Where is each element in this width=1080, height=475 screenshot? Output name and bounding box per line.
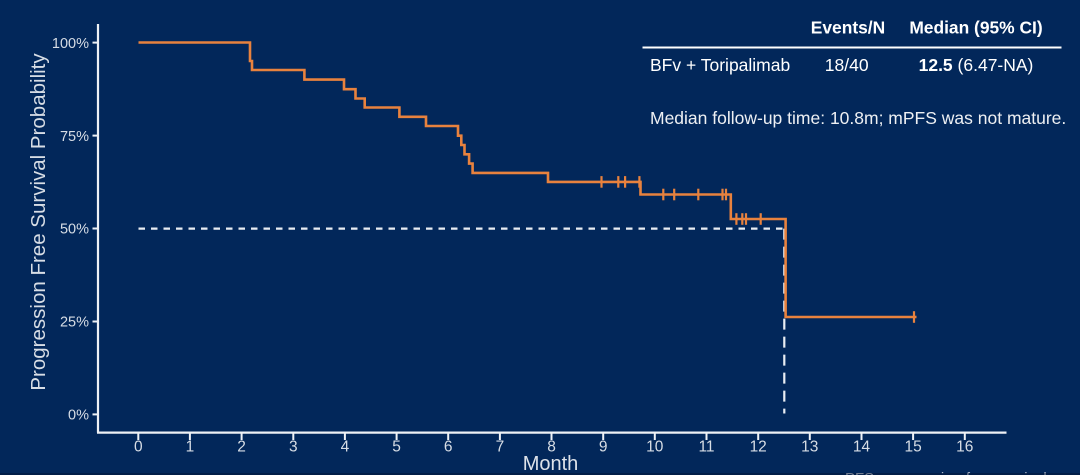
- svg-text:16: 16: [956, 439, 973, 456]
- svg-text:PFS: progression-free survival: PFS: progression-free survival: [845, 470, 1047, 475]
- svg-text:12: 12: [750, 439, 767, 456]
- svg-text:5: 5: [392, 439, 401, 456]
- svg-text:8: 8: [547, 439, 556, 456]
- svg-text:50%: 50%: [60, 222, 89, 238]
- svg-text:6: 6: [444, 439, 453, 456]
- svg-text:7: 7: [496, 439, 505, 456]
- svg-text:1: 1: [186, 439, 195, 456]
- svg-text:Median (95% CI): Median (95% CI): [909, 18, 1042, 38]
- svg-text:75%: 75%: [60, 129, 89, 145]
- svg-text:100%: 100%: [52, 36, 89, 52]
- svg-text:BFv + Toripalimab: BFv + Toripalimab: [650, 55, 790, 75]
- svg-text:10: 10: [646, 439, 664, 456]
- svg-text:12.5 (6.47-NA): 12.5 (6.47-NA): [919, 55, 1034, 75]
- svg-text:0%: 0%: [68, 408, 89, 424]
- svg-text:2: 2: [237, 439, 246, 456]
- svg-text:15: 15: [904, 439, 921, 456]
- svg-text:Progression Free Survival Prob: Progression Free Survival Probability: [27, 53, 50, 391]
- svg-text:14: 14: [853, 439, 871, 456]
- svg-text:0: 0: [134, 439, 143, 456]
- svg-text:4: 4: [341, 439, 350, 456]
- svg-text:25%: 25%: [60, 315, 89, 331]
- svg-text:18/40: 18/40: [825, 55, 869, 75]
- svg-text:13: 13: [801, 439, 818, 456]
- svg-text:9: 9: [599, 439, 608, 456]
- svg-text:Median follow-up time: 10.8m;: Median follow-up time: 10.8m; mPFS was n…: [650, 108, 1066, 128]
- svg-text:3: 3: [289, 439, 298, 456]
- svg-text:Month: Month: [523, 453, 579, 475]
- svg-text:11: 11: [698, 439, 714, 456]
- svg-text:Events/N: Events/N: [811, 18, 885, 38]
